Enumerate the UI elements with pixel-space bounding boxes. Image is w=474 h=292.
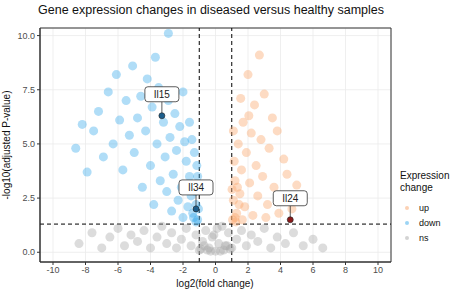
svg-text:-10: -10	[46, 265, 59, 275]
html-text:ns: ns	[419, 232, 429, 243]
svg-text:7.5: 7.5	[22, 85, 35, 95]
svg-text:10.0: 10.0	[17, 31, 35, 41]
svg-text:4: 4	[278, 265, 283, 275]
svg-text:-2: -2	[179, 265, 187, 275]
html-text:Expression change: Expression change	[400, 170, 450, 193]
html-text:up: up	[419, 202, 429, 213]
svg-text:Gene expression changes in dis: Gene expression changes in diseased vers…	[38, 3, 384, 17]
svg-text:-4: -4	[146, 265, 154, 275]
svg-text:Il24: Il24	[282, 193, 299, 204]
svg-text:Il34: Il34	[188, 182, 205, 193]
svg-text:-8: -8	[81, 265, 89, 275]
svg-text:8: 8	[343, 265, 348, 275]
svg-text:0: 0	[213, 265, 218, 275]
svg-text:-log10(adjusted P-value): -log10(adjusted P-value)	[8, 91, 12, 200]
svg-text:2.5: 2.5	[22, 193, 35, 203]
svg-text:5.0: 5.0	[22, 139, 35, 149]
svg-text:6: 6	[310, 265, 315, 275]
svg-text:log2(fold change): log2(fold change)	[176, 278, 253, 289]
svg-text:0.0: 0.0	[22, 247, 35, 257]
svg-text:10: 10	[373, 265, 383, 275]
svg-text:2: 2	[245, 265, 250, 275]
svg-text:Il15: Il15	[154, 89, 171, 100]
html-text:down: down	[419, 217, 441, 228]
svg-text:-6: -6	[114, 265, 122, 275]
